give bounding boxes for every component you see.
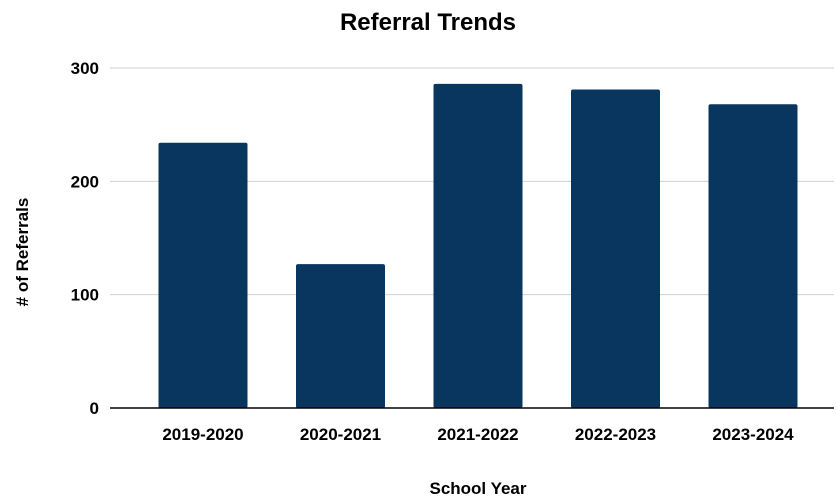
y-axis-tick-labels: 0 100 200 300 bbox=[71, 59, 99, 418]
y-tick-label: 300 bbox=[71, 59, 99, 78]
chart-title: Referral Trends bbox=[340, 9, 516, 36]
y-tick-label: 200 bbox=[71, 172, 99, 191]
x-tick-label: 2021-2022 bbox=[437, 425, 518, 444]
x-tick-label: 2020-2021 bbox=[300, 425, 381, 444]
bar-2019-2020 bbox=[158, 142, 248, 409]
x-axis-title: School Year bbox=[429, 479, 526, 496]
y-tick-label: 100 bbox=[71, 286, 99, 305]
x-axis-tick-labels: 2019-2020 2020-2021 2021-2022 2022-2023 2023… bbox=[162, 425, 794, 444]
bar-2023-2024 bbox=[708, 104, 798, 409]
y-tick-label: 0 bbox=[90, 399, 99, 418]
bar-2022-2023 bbox=[571, 89, 660, 409]
x-tick-label: 2019-2020 bbox=[162, 425, 243, 444]
bar-2021-2022 bbox=[433, 83, 523, 408]
x-tick-label: 2022-2023 bbox=[575, 425, 656, 444]
y-axis-title: # of Referrals bbox=[13, 198, 32, 307]
bar-2020-2021 bbox=[296, 264, 385, 408]
x-tick-label: 2023-2024 bbox=[712, 425, 794, 444]
bars bbox=[158, 83, 798, 409]
